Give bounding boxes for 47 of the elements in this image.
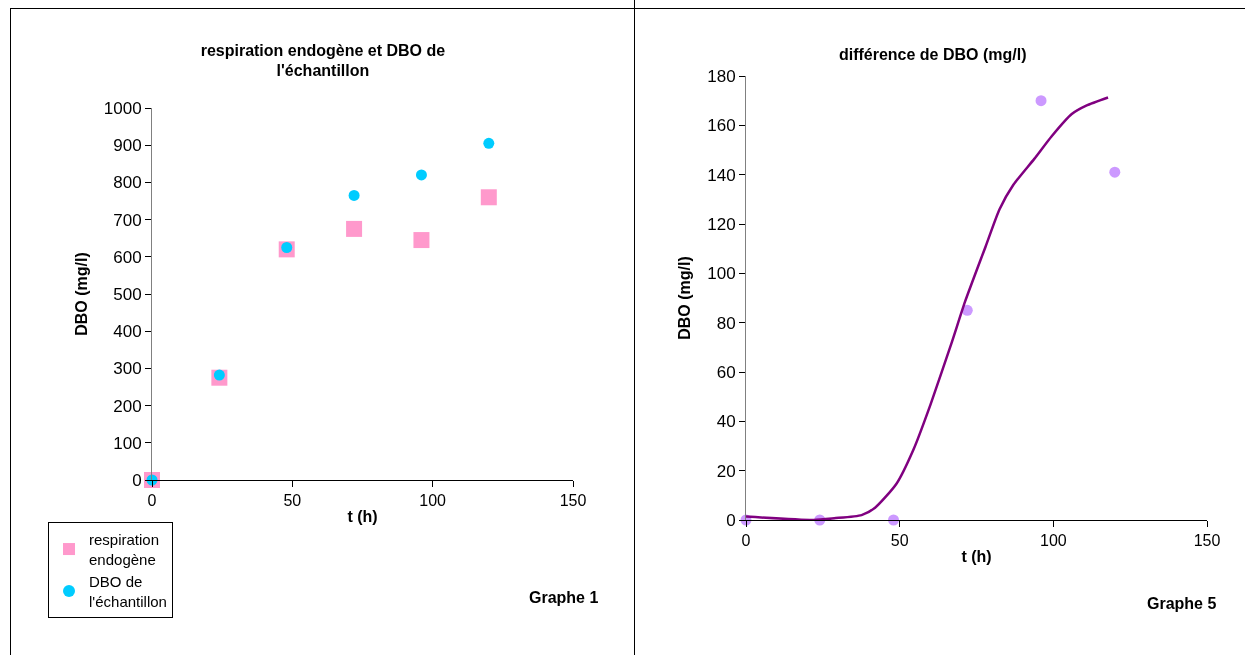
x-tick-label: 100 bbox=[419, 492, 447, 510]
y-tick-label: 140 bbox=[707, 165, 736, 185]
x-tick-label: 50 bbox=[283, 492, 302, 510]
point bbox=[346, 220, 363, 237]
y-tick-label: 500 bbox=[113, 284, 142, 304]
y-tick-label: 160 bbox=[707, 116, 736, 136]
y-tick-label: 700 bbox=[113, 210, 142, 230]
y-tick-label: 40 bbox=[716, 412, 736, 432]
x-tick-label: 50 bbox=[890, 532, 909, 550]
legend-label: respiration endogène bbox=[89, 531, 160, 568]
text: Graphe 5 bbox=[1147, 595, 1217, 612]
y-tick-label: 60 bbox=[716, 362, 736, 382]
y-tick-label: 120 bbox=[707, 214, 736, 234]
y-tick-label: 900 bbox=[113, 136, 142, 156]
y-tick-label: 80 bbox=[716, 313, 736, 333]
point bbox=[413, 232, 430, 249]
point bbox=[1035, 95, 1047, 107]
chart-title: différence de DBO (mg/l) bbox=[838, 46, 1027, 64]
y-tick-label: 800 bbox=[113, 173, 142, 193]
point bbox=[415, 169, 427, 181]
text: Graphe 1 bbox=[529, 589, 599, 606]
point bbox=[1109, 166, 1121, 178]
y-tick-label: 0 bbox=[726, 510, 736, 530]
y-tick-label: 600 bbox=[113, 247, 142, 267]
x-tick-label: 150 bbox=[559, 492, 587, 510]
y-tick-label: 1000 bbox=[103, 98, 142, 118]
chart-title: respiration endogène et DBO de l'échantillon bbox=[200, 41, 446, 80]
y-tick-label: 200 bbox=[113, 396, 142, 416]
x-tick-label: 150 bbox=[1193, 532, 1221, 550]
point bbox=[348, 189, 360, 201]
y-tick-label: 100 bbox=[707, 264, 736, 284]
y-axis-title: DBO (mg/l) bbox=[676, 256, 694, 340]
y-tick-label: 0 bbox=[132, 470, 142, 490]
y-axis-title: DBO (mg/l) bbox=[72, 252, 90, 336]
x-tick-label: 0 bbox=[741, 532, 751, 550]
point bbox=[483, 137, 495, 149]
point bbox=[480, 189, 497, 206]
legend-label: DBO de l'échantillon bbox=[89, 573, 167, 610]
y-tick-label: 400 bbox=[113, 322, 142, 342]
y-tick-label: 20 bbox=[716, 461, 736, 481]
y-tick-label: 180 bbox=[707, 66, 736, 86]
x-tick-label: 0 bbox=[147, 492, 157, 510]
x-axis-title: t (h) bbox=[347, 507, 378, 525]
y-tick-label: 300 bbox=[113, 359, 142, 379]
x-axis-title: t (h) bbox=[961, 547, 992, 565]
y-tick-label: 100 bbox=[113, 433, 142, 453]
x-tick-label: 100 bbox=[1039, 532, 1067, 550]
